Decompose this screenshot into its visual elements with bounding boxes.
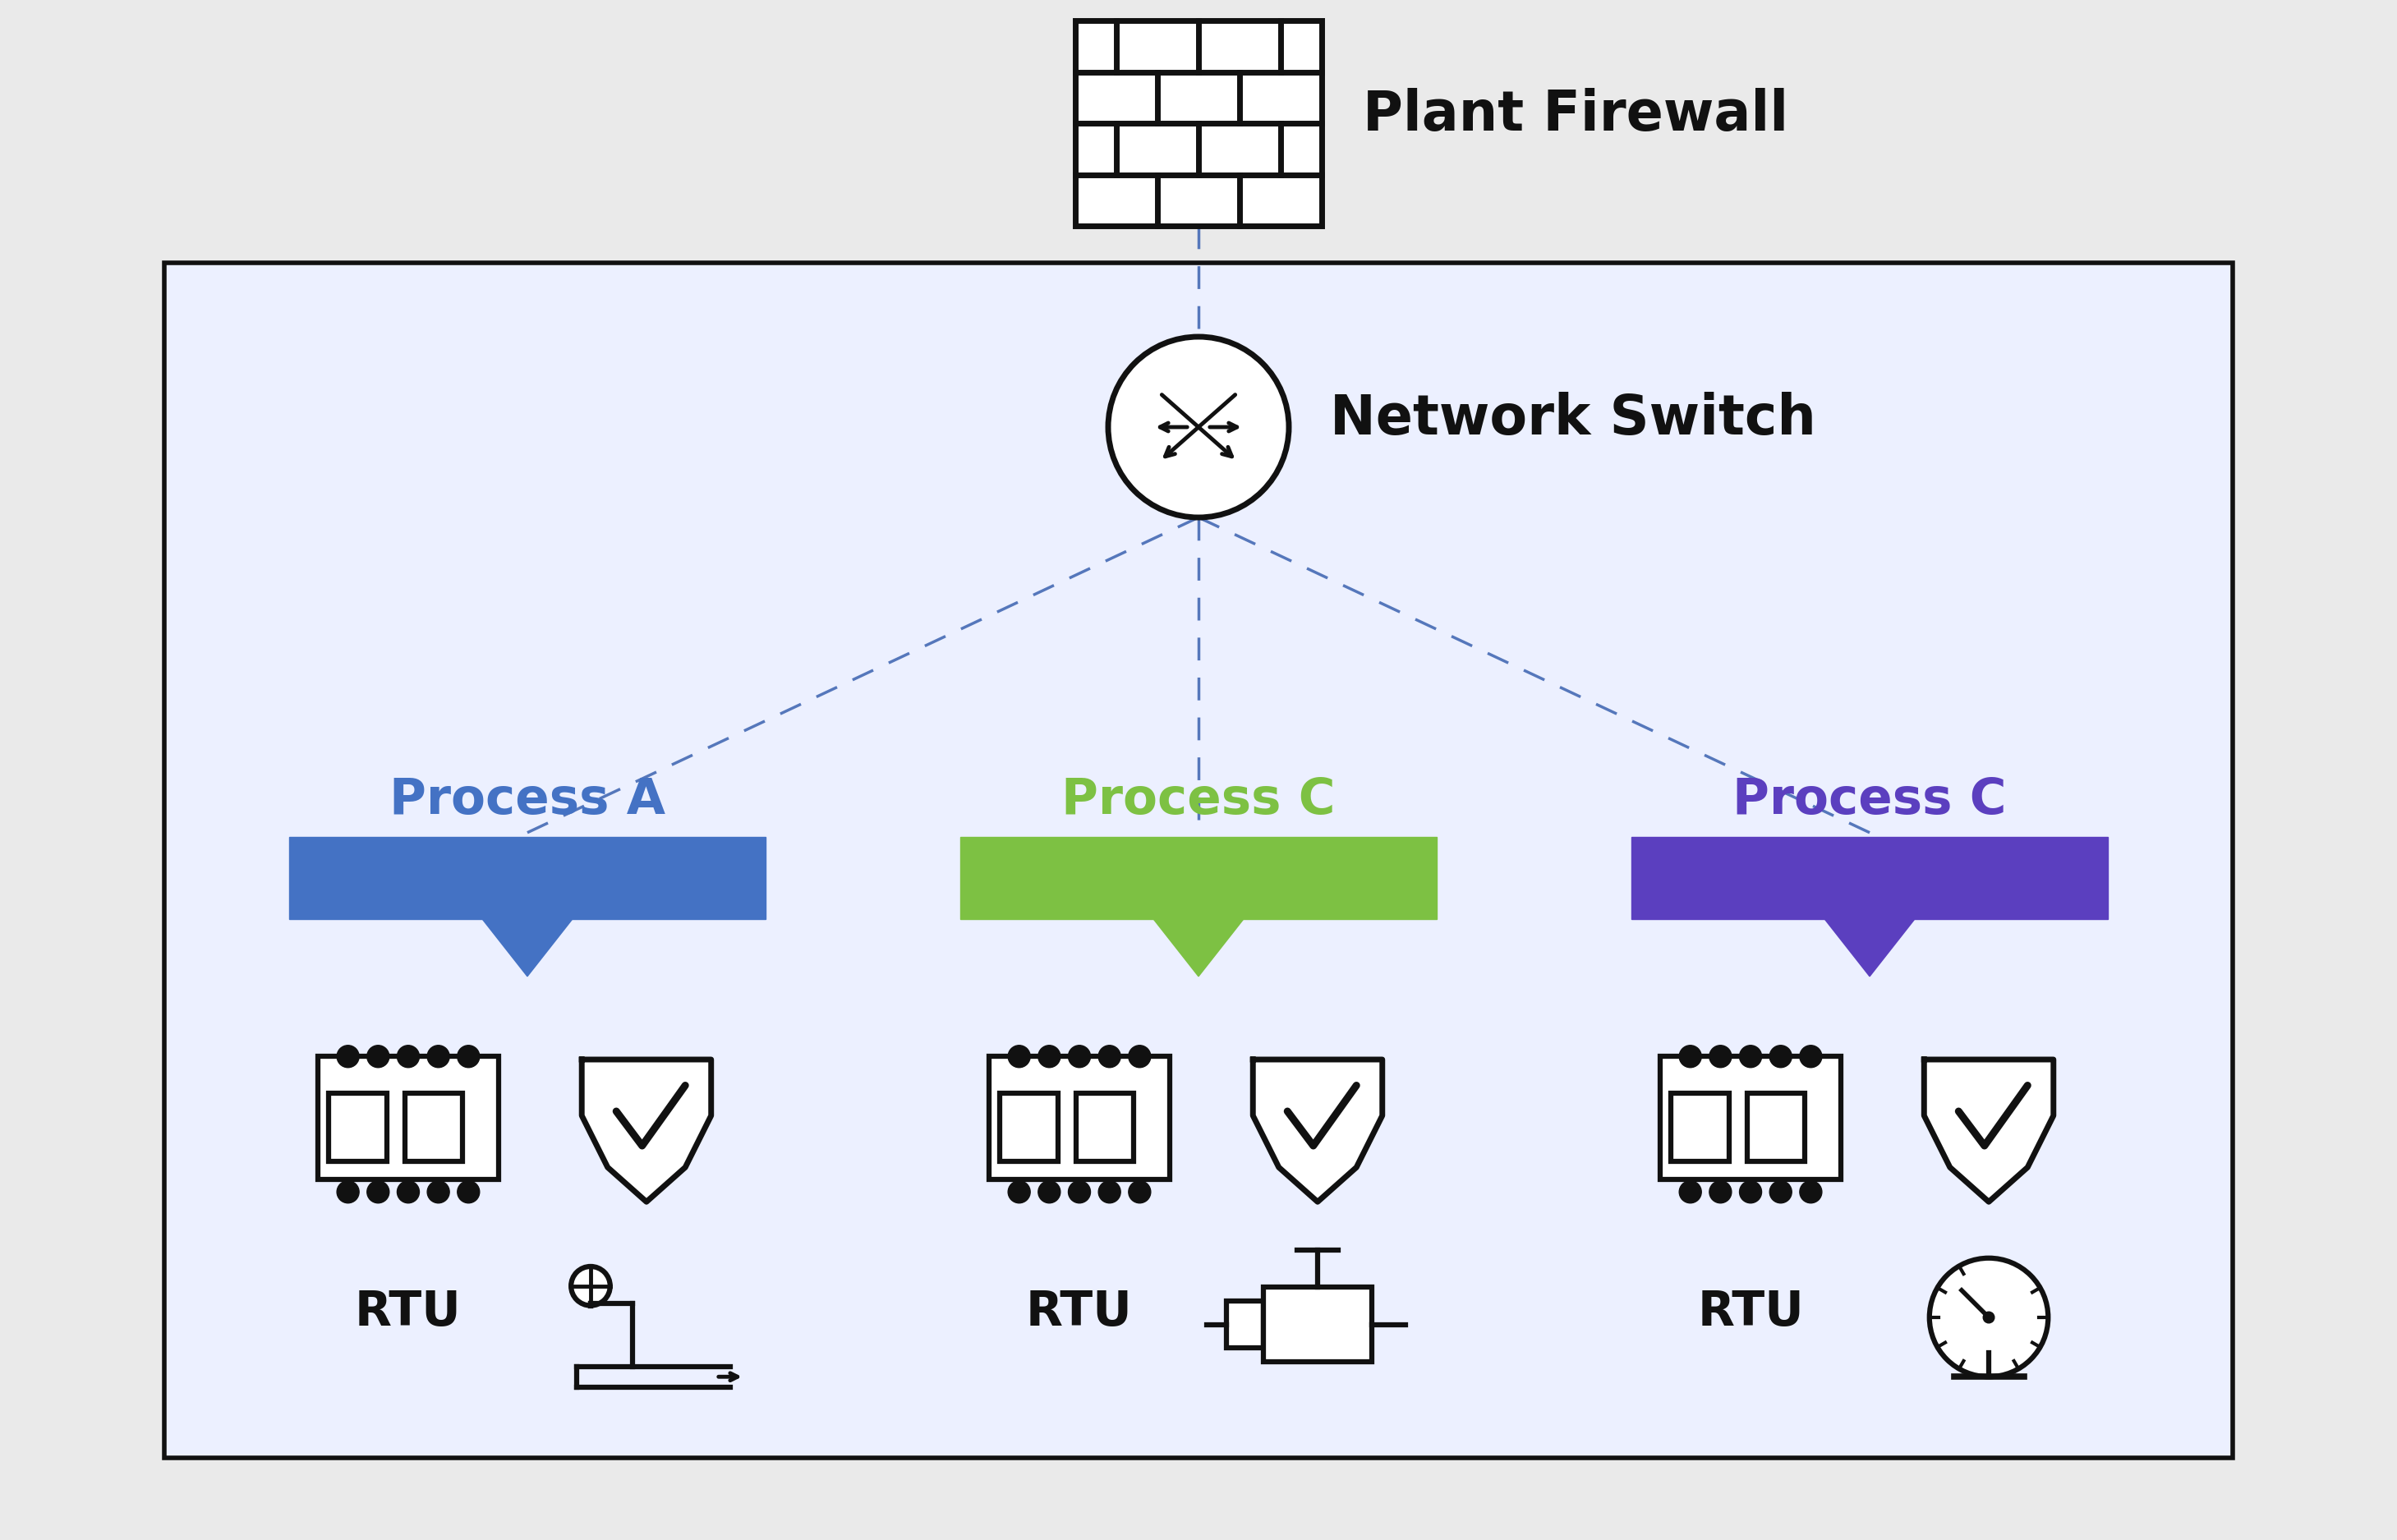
Circle shape: [1769, 1181, 1793, 1203]
Bar: [1227, 1301, 1263, 1348]
Bar: [319, 1056, 499, 1180]
Circle shape: [338, 1046, 360, 1067]
Bar: [1661, 1056, 1841, 1180]
Circle shape: [1709, 1181, 1731, 1203]
Bar: [1747, 1093, 1805, 1161]
Polygon shape: [1153, 919, 1244, 976]
Circle shape: [1098, 1181, 1122, 1203]
Circle shape: [1069, 1046, 1091, 1067]
Bar: [1632, 836, 2107, 919]
Polygon shape: [1254, 1060, 1383, 1201]
Text: Network Switch: Network Switch: [1330, 391, 1817, 447]
Circle shape: [1069, 1181, 1091, 1203]
Bar: [990, 1056, 1170, 1180]
FancyBboxPatch shape: [165, 263, 2232, 1458]
Bar: [961, 836, 1436, 919]
Circle shape: [1107, 337, 1290, 517]
Text: Process C: Process C: [1062, 776, 1335, 824]
Circle shape: [1009, 1181, 1031, 1203]
Bar: [328, 1093, 386, 1161]
Text: RTU: RTU: [355, 1289, 463, 1335]
Text: Plant Firewall: Plant Firewall: [1364, 88, 1788, 142]
Polygon shape: [1824, 919, 1915, 976]
Polygon shape: [1925, 1060, 2054, 1201]
Text: RTU: RTU: [1026, 1289, 1134, 1335]
Circle shape: [570, 1266, 611, 1306]
Circle shape: [398, 1046, 419, 1067]
Bar: [1076, 1093, 1134, 1161]
Text: RTU: RTU: [1697, 1289, 1805, 1335]
Circle shape: [1129, 1181, 1151, 1203]
Bar: [1671, 1093, 1728, 1161]
Bar: [290, 836, 765, 919]
Circle shape: [1009, 1046, 1031, 1067]
Text: Process C: Process C: [1733, 776, 2006, 824]
Circle shape: [458, 1046, 479, 1067]
Circle shape: [427, 1046, 451, 1067]
Polygon shape: [582, 1060, 712, 1201]
Circle shape: [1740, 1046, 1762, 1067]
Circle shape: [1098, 1046, 1122, 1067]
Circle shape: [367, 1181, 388, 1203]
Circle shape: [1038, 1181, 1059, 1203]
Circle shape: [1680, 1046, 1702, 1067]
Bar: [1000, 1093, 1057, 1161]
Circle shape: [1930, 1258, 2047, 1377]
Circle shape: [1800, 1181, 1822, 1203]
Bar: [1263, 1287, 1371, 1361]
Circle shape: [338, 1181, 360, 1203]
Circle shape: [1769, 1046, 1793, 1067]
Circle shape: [1680, 1181, 1702, 1203]
Bar: [1076, 20, 1321, 226]
Circle shape: [458, 1181, 479, 1203]
Circle shape: [1129, 1046, 1151, 1067]
Bar: [405, 1093, 463, 1161]
Circle shape: [427, 1181, 451, 1203]
Circle shape: [1800, 1046, 1822, 1067]
Circle shape: [1982, 1312, 1994, 1323]
Circle shape: [1038, 1046, 1059, 1067]
Circle shape: [367, 1046, 388, 1067]
Text: Process A: Process A: [388, 776, 666, 824]
Circle shape: [1709, 1046, 1731, 1067]
Circle shape: [398, 1181, 419, 1203]
Circle shape: [1740, 1181, 1762, 1203]
Polygon shape: [482, 919, 573, 976]
